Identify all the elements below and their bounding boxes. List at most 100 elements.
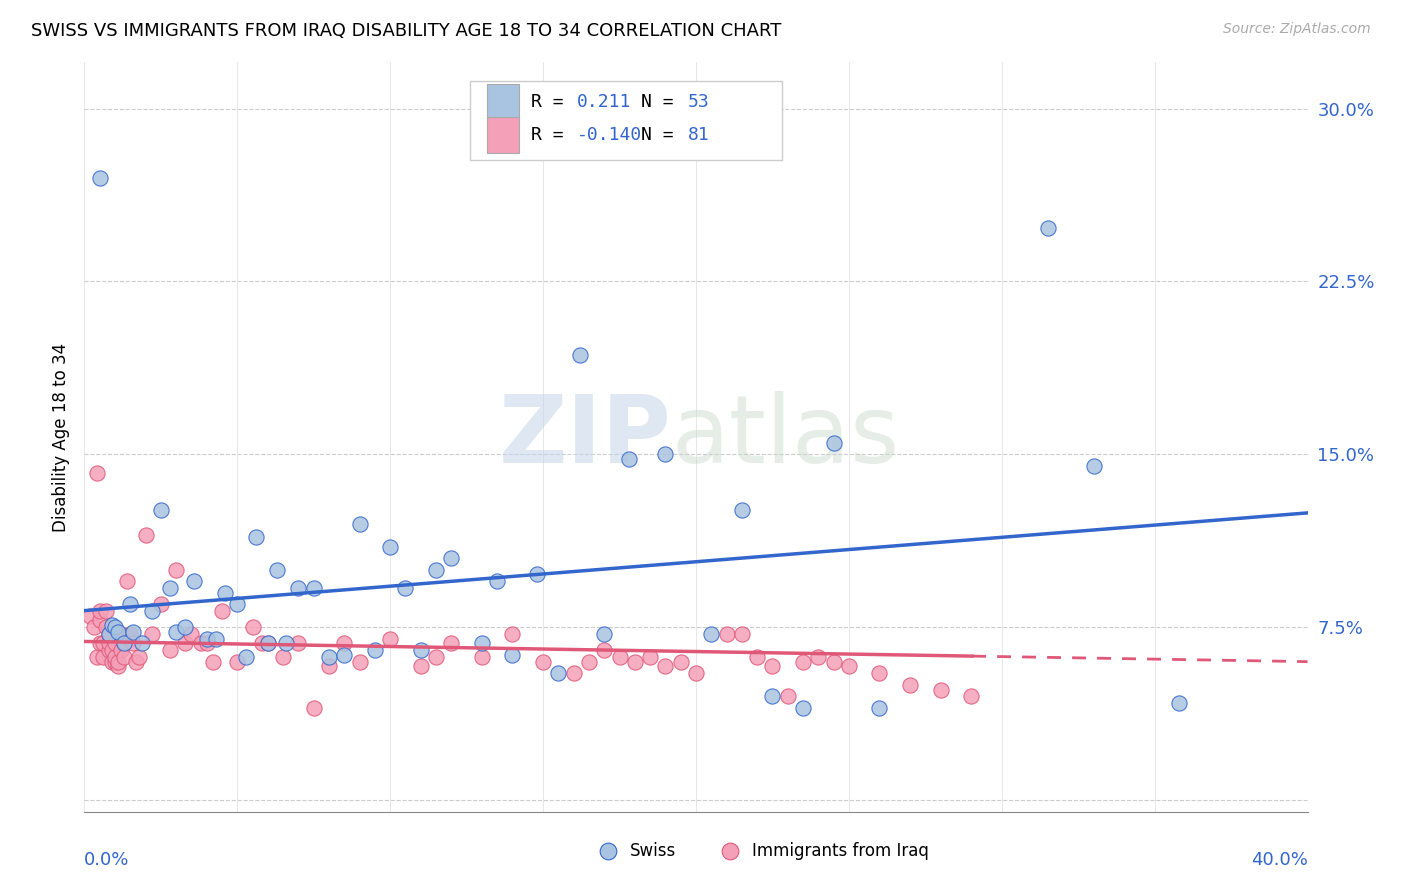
Point xyxy=(214,585,236,599)
Point xyxy=(271,650,294,665)
Point xyxy=(104,636,127,650)
Point xyxy=(731,502,754,516)
Point xyxy=(226,597,249,611)
Point xyxy=(195,632,218,646)
Point xyxy=(89,636,111,650)
Point xyxy=(104,620,127,634)
Point xyxy=(94,604,117,618)
Point xyxy=(86,650,108,665)
Text: Swiss: Swiss xyxy=(630,842,676,860)
Point xyxy=(409,659,432,673)
Point xyxy=(287,581,309,595)
Point xyxy=(654,447,676,461)
Point xyxy=(333,648,356,662)
Point xyxy=(266,563,288,577)
Point xyxy=(716,627,738,641)
Text: 53: 53 xyxy=(688,93,709,112)
Text: SWISS VS IMMIGRANTS FROM IRAQ DISABILITY AGE 18 TO 34 CORRELATION CHART: SWISS VS IMMIGRANTS FROM IRAQ DISABILITY… xyxy=(31,22,782,40)
Point xyxy=(101,655,124,669)
Point xyxy=(617,452,640,467)
Point xyxy=(960,690,983,704)
Point xyxy=(89,604,111,618)
Text: -0.140: -0.140 xyxy=(578,126,643,145)
Point xyxy=(86,466,108,480)
Point xyxy=(131,636,153,650)
Point xyxy=(898,678,921,692)
Point xyxy=(104,650,127,665)
Point xyxy=(1036,221,1059,235)
Point xyxy=(94,620,117,634)
Point xyxy=(761,659,783,673)
Text: ZIP: ZIP xyxy=(499,391,672,483)
Point xyxy=(89,170,111,185)
Point xyxy=(471,636,494,650)
Text: 40.0%: 40.0% xyxy=(1251,851,1308,869)
Point xyxy=(1083,458,1105,473)
Point xyxy=(578,655,600,669)
Point xyxy=(107,655,129,669)
Point xyxy=(276,636,298,650)
Point xyxy=(562,666,585,681)
Point xyxy=(149,597,172,611)
Point xyxy=(669,655,692,669)
Point xyxy=(531,655,554,669)
Point xyxy=(638,650,661,665)
Point xyxy=(685,666,707,681)
Point xyxy=(89,613,111,627)
Point xyxy=(112,636,135,650)
Point xyxy=(380,540,402,554)
Point xyxy=(257,636,280,650)
Point xyxy=(195,636,218,650)
Point xyxy=(125,655,148,669)
Text: R =: R = xyxy=(531,93,574,112)
FancyBboxPatch shape xyxy=(486,84,519,120)
Point xyxy=(165,563,187,577)
Point xyxy=(823,435,845,450)
Point xyxy=(165,624,187,639)
Point xyxy=(97,627,120,641)
Point xyxy=(101,643,124,657)
Text: atlas: atlas xyxy=(672,391,900,483)
Text: N =: N = xyxy=(641,93,685,112)
Point xyxy=(502,648,524,662)
Point xyxy=(107,624,129,639)
Point xyxy=(471,650,494,665)
Point xyxy=(112,636,135,650)
Point xyxy=(318,659,340,673)
Point xyxy=(1168,697,1191,711)
Point xyxy=(318,650,340,665)
Point xyxy=(869,701,891,715)
Point xyxy=(761,690,783,704)
Text: 0.211: 0.211 xyxy=(578,93,631,112)
Point xyxy=(838,659,860,673)
Point xyxy=(869,666,891,681)
Point xyxy=(141,604,163,618)
Point xyxy=(349,655,371,669)
Text: Source: ZipAtlas.com: Source: ZipAtlas.com xyxy=(1223,22,1371,37)
Point xyxy=(211,604,233,618)
Point xyxy=(349,516,371,531)
Point xyxy=(101,618,124,632)
Y-axis label: Disability Age 18 to 34: Disability Age 18 to 34 xyxy=(52,343,70,532)
Point xyxy=(425,563,447,577)
Text: Immigrants from Iraq: Immigrants from Iraq xyxy=(752,842,929,860)
Point xyxy=(302,701,325,715)
Point xyxy=(190,636,212,650)
Point xyxy=(115,574,138,589)
Point xyxy=(110,643,132,657)
Point xyxy=(593,643,616,657)
Point xyxy=(747,650,769,665)
Point xyxy=(425,650,447,665)
Point xyxy=(97,627,120,641)
Point xyxy=(120,632,142,646)
Point xyxy=(83,620,105,634)
Point xyxy=(97,643,120,657)
Point xyxy=(205,632,228,646)
Point xyxy=(792,655,814,669)
Point xyxy=(120,627,142,641)
Point xyxy=(333,636,356,650)
Point xyxy=(502,627,524,641)
Point xyxy=(235,650,257,665)
Point xyxy=(91,650,114,665)
Point xyxy=(122,636,145,650)
